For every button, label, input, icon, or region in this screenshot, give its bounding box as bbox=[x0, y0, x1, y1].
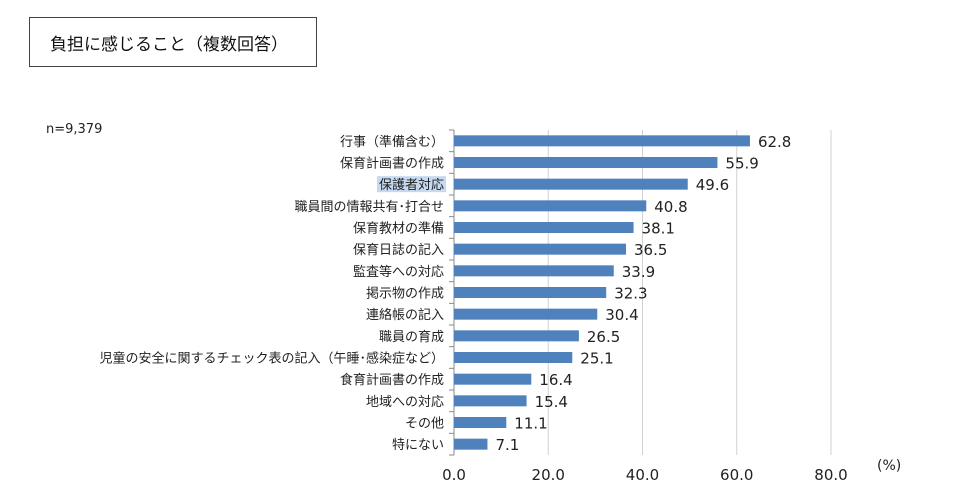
category-highlight bbox=[377, 176, 446, 193]
data-label: 7.1 bbox=[495, 436, 519, 454]
data-label: 15.4 bbox=[535, 393, 568, 411]
data-label: 62.8 bbox=[758, 133, 791, 151]
x-tick-label: 0.0 bbox=[442, 466, 466, 484]
bar bbox=[454, 352, 573, 363]
category-label: 保育日誌の記入 bbox=[353, 242, 444, 258]
data-label: 38.1 bbox=[642, 220, 675, 238]
chart-title: 負担に感じること（複数回答） bbox=[50, 34, 288, 55]
bar bbox=[454, 417, 507, 428]
bar bbox=[454, 438, 488, 450]
category-label: 掲示物の作成 bbox=[366, 286, 444, 302]
data-label: 32.3 bbox=[614, 285, 647, 303]
bar bbox=[454, 135, 750, 147]
data-label: 11.1 bbox=[514, 415, 547, 433]
category-label: 地域への対応 bbox=[366, 395, 444, 410]
bar bbox=[454, 373, 532, 385]
x-tick-label: 40.0 bbox=[626, 466, 659, 484]
bar bbox=[454, 287, 607, 298]
sample-size-note: n=9,379 bbox=[46, 122, 103, 137]
bar bbox=[454, 200, 647, 212]
category-label: 監査等への対応 bbox=[353, 264, 444, 280]
category-label: 連絡帳の記入 bbox=[366, 307, 444, 323]
bar bbox=[454, 157, 718, 168]
category-label: 行事（準備含む） bbox=[340, 134, 444, 150]
data-label: 40.8 bbox=[654, 198, 687, 216]
category-label: 保護者対応 bbox=[379, 177, 444, 193]
chart-title-box: 負担に感じること（複数回答） bbox=[29, 17, 317, 67]
category-label: 特にない bbox=[392, 438, 444, 453]
unit-label: (%) bbox=[877, 458, 901, 474]
bar bbox=[454, 265, 614, 277]
bar bbox=[454, 222, 634, 233]
bar bbox=[454, 330, 579, 342]
category-label: 職員間の情報共有･打合せ bbox=[294, 200, 444, 215]
x-tick-label: 60.0 bbox=[720, 466, 753, 484]
data-label: 33.9 bbox=[622, 263, 655, 281]
category-label: 保育計画書の作成 bbox=[340, 156, 444, 172]
category-label: 食育計画書の作成 bbox=[340, 372, 444, 388]
data-label: 26.5 bbox=[587, 328, 620, 346]
x-tick-label: 80.0 bbox=[814, 466, 847, 484]
data-label: 25.1 bbox=[580, 350, 613, 368]
category-label: 職員の育成 bbox=[379, 329, 444, 345]
data-label: 30.4 bbox=[605, 306, 638, 324]
category-label: 保育教材の準備 bbox=[353, 221, 444, 237]
data-label: 36.5 bbox=[634, 241, 667, 259]
x-tick-label: 20.0 bbox=[532, 466, 565, 484]
bar bbox=[454, 395, 527, 407]
category-label: その他 bbox=[405, 417, 444, 432]
data-label: 55.9 bbox=[725, 155, 758, 173]
bar bbox=[454, 308, 598, 320]
data-label: 16.4 bbox=[539, 371, 572, 389]
data-label: 49.6 bbox=[696, 176, 729, 194]
bar bbox=[454, 243, 627, 255]
category-label: 児童の安全に関するチェック表の記入（午睡･感染症など） bbox=[99, 351, 444, 367]
bar bbox=[454, 178, 688, 190]
